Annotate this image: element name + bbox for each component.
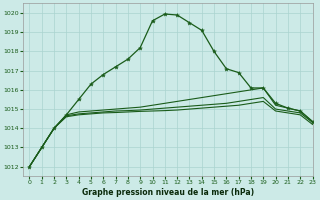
X-axis label: Graphe pression niveau de la mer (hPa): Graphe pression niveau de la mer (hPa): [82, 188, 254, 197]
